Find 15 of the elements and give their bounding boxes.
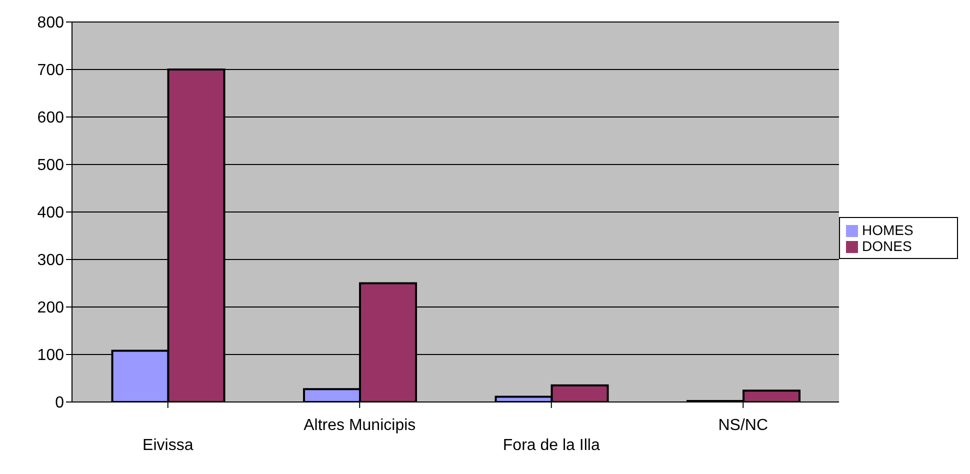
x-tick-label: Eivissa (142, 437, 194, 454)
x-tick-label: Fora de la Illa (502, 437, 600, 454)
y-tick-label: 200 (37, 300, 64, 317)
y-tick-label: 700 (37, 62, 64, 80)
y-tick-label: 100 (37, 347, 64, 364)
y-tick-label: 600 (37, 110, 64, 127)
y-tick-label: 800 (37, 14, 64, 32)
x-tick-label: NS/NC (718, 417, 768, 434)
y-tick-label: 400 (37, 204, 64, 222)
x-tick-label: Altres Municipis (304, 417, 416, 434)
y-tick-label: 0 (55, 394, 64, 412)
y-tick-label: 300 (37, 252, 64, 270)
legend-label: DONES (862, 238, 912, 254)
legend-label: HOMES (862, 222, 914, 238)
y-tick-label: 500 (37, 157, 64, 174)
